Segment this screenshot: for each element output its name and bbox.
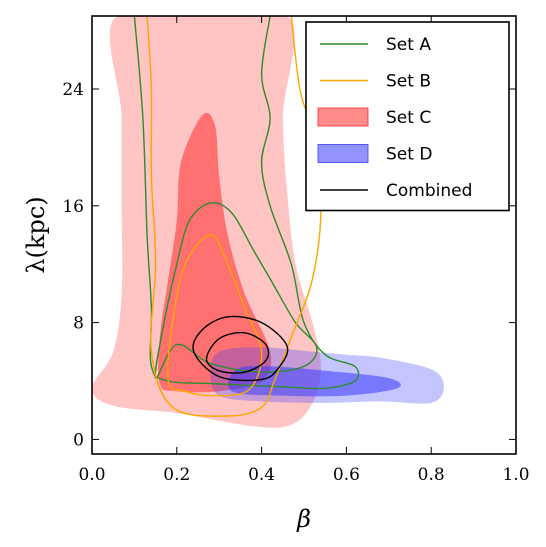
set-a-contour-outer bbox=[133, 16, 360, 390]
x-tick-label: 0.4 bbox=[248, 465, 275, 485]
x-axis-label: β bbox=[296, 505, 311, 533]
combined-contour-inner bbox=[205, 331, 270, 374]
x-tick-label: 0.6 bbox=[333, 465, 360, 485]
legend-swatch-set-c bbox=[317, 107, 369, 127]
y-tick-label: 16 bbox=[62, 197, 84, 217]
y-tick-label: 24 bbox=[62, 80, 84, 100]
legend-swatch-set-d bbox=[317, 144, 369, 163]
set-b-contour-inner bbox=[166, 234, 263, 397]
set-c-contour-inner bbox=[158, 112, 272, 393]
set-a-contour-inner bbox=[154, 201, 318, 379]
plot-frame bbox=[91, 15, 517, 455]
legend: Set A Set B Set C Set D Combined bbox=[305, 21, 510, 212]
x-tick-label: 1.0 bbox=[502, 465, 529, 485]
legend-label-set-c: Set C bbox=[386, 108, 431, 128]
plot-area bbox=[92, 16, 444, 428]
legend-label-combined: Combined bbox=[386, 181, 472, 201]
y-tick-label: 8 bbox=[73, 314, 84, 334]
combined-contour-outer bbox=[192, 315, 289, 382]
x-tick-label: 0.0 bbox=[78, 465, 105, 485]
legend-label-set-d: Set D bbox=[386, 145, 432, 165]
legend-label-set-b: Set B bbox=[386, 72, 431, 92]
x-tick-label: 0.8 bbox=[418, 465, 445, 485]
axis-ticks: 0.0 0.2 0.4 0.6 0.8 1.0 0 8 16 24 bbox=[62, 16, 530, 485]
x-tick-label: 0.2 bbox=[163, 465, 190, 485]
legend-label-set-a: Set A bbox=[386, 35, 431, 55]
y-axis-label: λ(kpc) bbox=[22, 196, 50, 273]
y-tick-label: 0 bbox=[73, 430, 84, 450]
